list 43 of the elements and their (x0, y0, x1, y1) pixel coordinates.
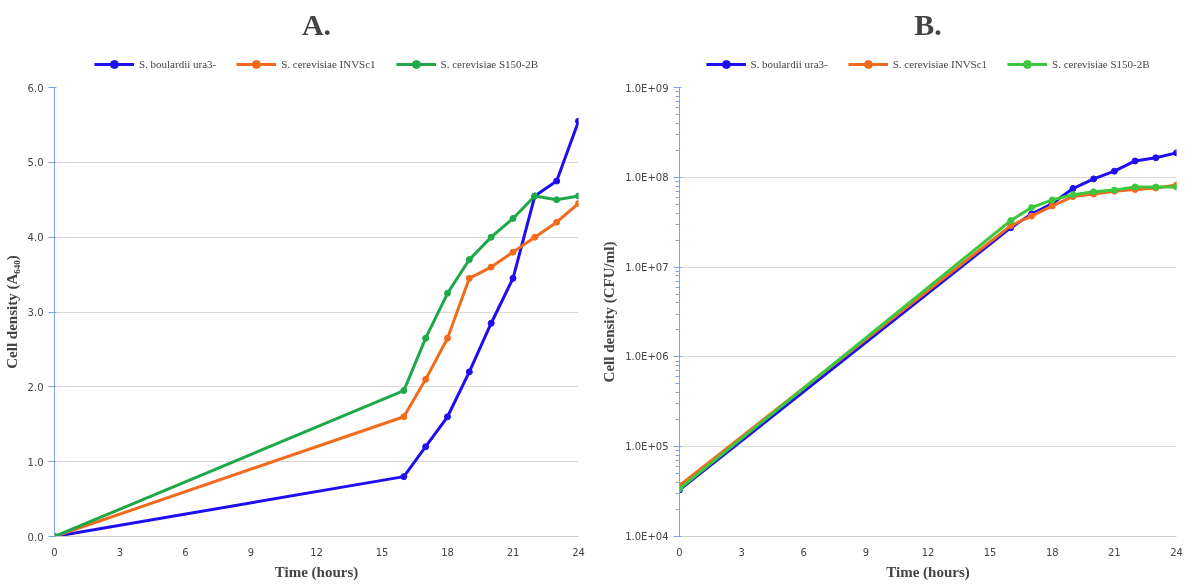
chart-title: A. (301, 7, 332, 41)
y-tick-label: 5.0 (27, 157, 44, 169)
x-tick-label: 15 (375, 546, 389, 558)
y-axis-title: Cell density (CFU/ml) (601, 241, 619, 383)
legend-label: S. boulardii ura3- (750, 57, 828, 70)
y-tick-label: 1.0E+04 (625, 531, 669, 542)
x-tick-label: 18 (1045, 546, 1059, 558)
y-tick-label: 4.0 (27, 232, 44, 244)
x-tick-label: 9 (862, 546, 870, 558)
x-tick-label: 24 (572, 546, 585, 558)
legend-label: S. cerevisiae INVSc1 (281, 57, 376, 70)
x-tick-label: 0 (51, 546, 58, 558)
x-tick-label: 0 (676, 546, 683, 558)
x-axis-title: Time (hours) (274, 563, 359, 581)
x-tick-label: 15 (983, 546, 997, 558)
legend-label: S. cerevisiae INVSc1 (892, 57, 988, 70)
x-tick-label: 6 (182, 546, 189, 558)
legend-label: S. cerevisiae S150-2B (440, 57, 539, 70)
y-tick-label: 1.0 (27, 456, 44, 468)
x-tick-label: 18 (441, 546, 454, 558)
x-tick-label: 12 (310, 546, 323, 558)
x-tick-label: 9 (247, 546, 255, 558)
x-tick-label: 21 (1108, 546, 1121, 558)
y-tick-label: 3.0 (27, 307, 44, 318)
y-tick-label: 1.0E+06 (625, 351, 669, 363)
y-tick-label: 1.0E+07 (625, 261, 669, 273)
y-tick-label: 1.0E+09 (625, 82, 669, 94)
y-tick-label: 6.0 (27, 82, 44, 94)
x-tick-label: 6 (800, 546, 807, 558)
y-axis-title: Cell density (A₆₄₀) (3, 255, 21, 369)
y-tick-label: 0.0 (27, 531, 44, 543)
y-tick-label: 1.0E+08 (625, 171, 669, 183)
x-tick-label: 3 (738, 546, 745, 558)
y-tick-label: 2.0 (27, 381, 44, 393)
legend-label: S. cerevisiae S150-2B (1052, 57, 1150, 70)
x-tick-label: 24 (1170, 546, 1183, 558)
x-tick-label: 12 (921, 546, 935, 558)
chart-title: B. (914, 7, 942, 41)
x-tick-label: 21 (506, 546, 520, 558)
legend-label: S. boulardii ura3- (138, 57, 217, 70)
y-tick-label: 1.0E+05 (625, 441, 669, 453)
x-axis-title: Time (hours) (886, 563, 970, 581)
x-tick-label: 3 (116, 546, 124, 558)
